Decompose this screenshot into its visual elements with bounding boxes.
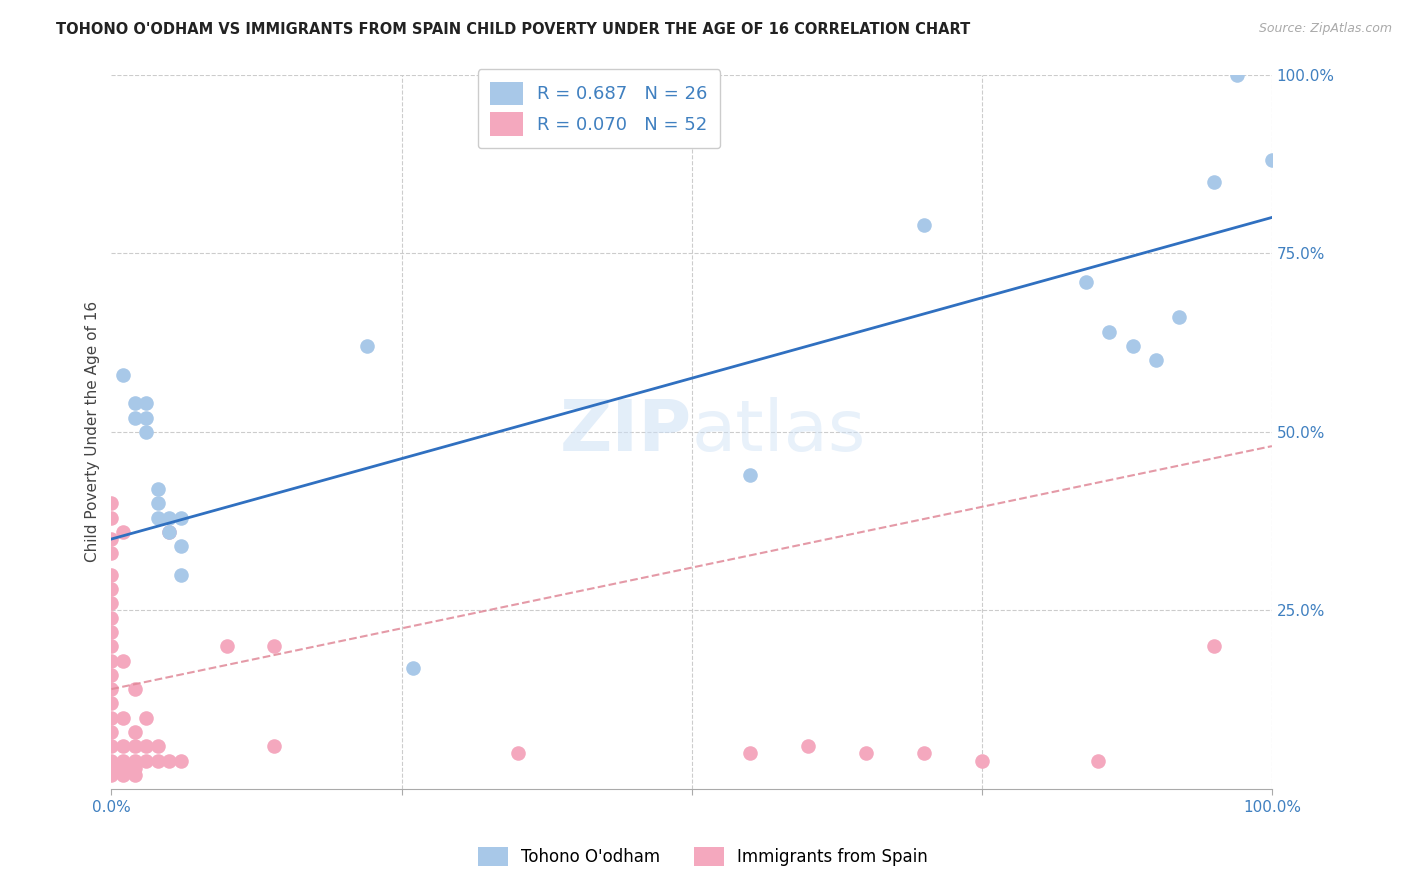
Point (111, 368, 134, 382)
Point (111, 711, 134, 725)
Point (135, 410, 157, 425)
Point (100, 639, 122, 653)
Point (1202, 175, 1225, 189)
Point (100, 510, 122, 524)
Point (855, 747, 877, 761)
Point (912, 747, 935, 761)
Point (111, 739, 134, 754)
Point (146, 510, 169, 524)
Point (912, 218, 935, 232)
Point (111, 754, 134, 768)
Point (111, 524, 134, 539)
Point (738, 467, 761, 482)
Point (111, 768, 134, 782)
Point (100, 582, 122, 596)
Point (100, 697, 122, 711)
Point (146, 496, 169, 510)
Y-axis label: Child Poverty Under the Age of 16: Child Poverty Under the Age of 16 (86, 301, 100, 562)
Point (135, 425, 157, 439)
Point (146, 482, 169, 496)
Point (1261, 153, 1284, 168)
Text: TOHONO O'ODHAM VS IMMIGRANTS FROM SPAIN CHILD POVERTY UNDER THE AGE OF 16 CORREL: TOHONO O'ODHAM VS IMMIGRANTS FROM SPAIN … (56, 22, 970, 37)
Point (146, 739, 169, 754)
Point (170, 754, 193, 768)
Point (217, 639, 239, 653)
Point (1098, 325, 1121, 339)
Point (100, 754, 122, 768)
Point (159, 754, 181, 768)
Point (1202, 639, 1225, 653)
Point (124, 410, 146, 425)
Point (124, 725, 146, 739)
Point (124, 754, 146, 768)
Point (100, 653, 122, 667)
Point (1076, 275, 1098, 289)
Point (100, 532, 122, 546)
Point (124, 739, 146, 754)
Point (356, 339, 378, 353)
Point (159, 510, 181, 524)
Point (100, 725, 122, 739)
Point (100, 768, 122, 782)
Point (796, 739, 818, 754)
Text: Source: ZipAtlas.com: Source: ZipAtlas.com (1258, 22, 1392, 36)
Point (1122, 339, 1144, 353)
Point (100, 739, 122, 754)
Point (506, 747, 529, 761)
Point (100, 711, 122, 725)
Point (100, 496, 122, 510)
Point (135, 711, 157, 725)
Point (111, 761, 134, 775)
Point (100, 546, 122, 560)
Point (170, 567, 193, 582)
Point (100, 596, 122, 610)
Point (124, 396, 146, 410)
Point (124, 761, 146, 775)
Point (135, 739, 157, 754)
Point (100, 624, 122, 639)
Point (1087, 754, 1109, 768)
Point (146, 754, 169, 768)
Point (100, 610, 122, 624)
Point (170, 510, 193, 524)
Point (100, 567, 122, 582)
Point (1144, 353, 1167, 368)
Point (111, 653, 134, 667)
Point (263, 739, 285, 754)
Point (124, 682, 146, 697)
Point (100, 668, 122, 682)
Point (135, 754, 157, 768)
Point (263, 639, 285, 653)
Point (100, 682, 122, 697)
Point (159, 524, 181, 539)
Point (170, 539, 193, 553)
Text: ZIP: ZIP (560, 397, 692, 467)
Text: atlas: atlas (692, 397, 866, 467)
Point (124, 768, 146, 782)
Point (1168, 310, 1191, 325)
Point (738, 747, 761, 761)
Point (970, 754, 993, 768)
Point (100, 761, 122, 775)
Point (135, 396, 157, 410)
Point (159, 524, 181, 539)
Point (1226, 68, 1249, 82)
Legend: R = 0.687   N = 26, R = 0.070   N = 52: R = 0.687 N = 26, R = 0.070 N = 52 (478, 70, 720, 148)
Point (402, 660, 425, 674)
Legend: Tohono O'odham, Immigrants from Spain: Tohono O'odham, Immigrants from Spain (470, 838, 936, 875)
